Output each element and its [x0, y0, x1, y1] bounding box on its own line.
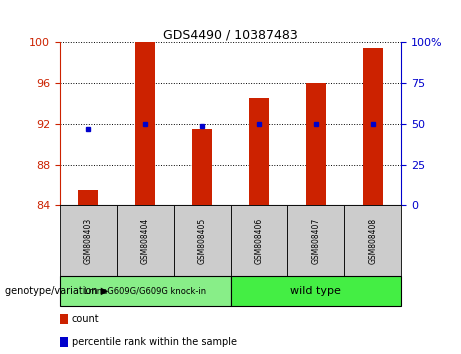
Text: GSM808408: GSM808408	[368, 218, 377, 264]
Bar	[287, 205, 344, 276]
Bar	[249, 98, 269, 205]
Text: count: count	[72, 314, 100, 324]
Text: GSM808406: GSM808406	[254, 218, 263, 264]
Text: LmnaG609G/G609G knock-in: LmnaG609G/G609G knock-in	[84, 287, 206, 296]
Bar	[344, 205, 401, 276]
Bar	[192, 129, 212, 205]
Bar	[363, 47, 383, 205]
Bar	[60, 205, 117, 276]
Title: GDS4490 / 10387483: GDS4490 / 10387483	[163, 28, 298, 41]
Bar	[230, 205, 287, 276]
Bar	[60, 276, 230, 306]
Text: genotype/variation ▶: genotype/variation ▶	[5, 286, 108, 296]
Text: GSM808407: GSM808407	[311, 218, 320, 264]
Bar	[135, 42, 155, 205]
Bar	[306, 83, 326, 205]
Text: percentile rank within the sample: percentile rank within the sample	[72, 337, 237, 347]
Bar	[174, 205, 230, 276]
Text: wild type: wild type	[290, 286, 341, 296]
Text: GSM808403: GSM808403	[84, 218, 93, 264]
Bar	[60, 337, 69, 347]
Bar	[117, 205, 174, 276]
Bar	[78, 190, 98, 205]
Bar	[60, 314, 69, 324]
Text: GSM808405: GSM808405	[198, 218, 207, 264]
Bar	[230, 276, 401, 306]
Text: GSM808404: GSM808404	[141, 218, 150, 264]
